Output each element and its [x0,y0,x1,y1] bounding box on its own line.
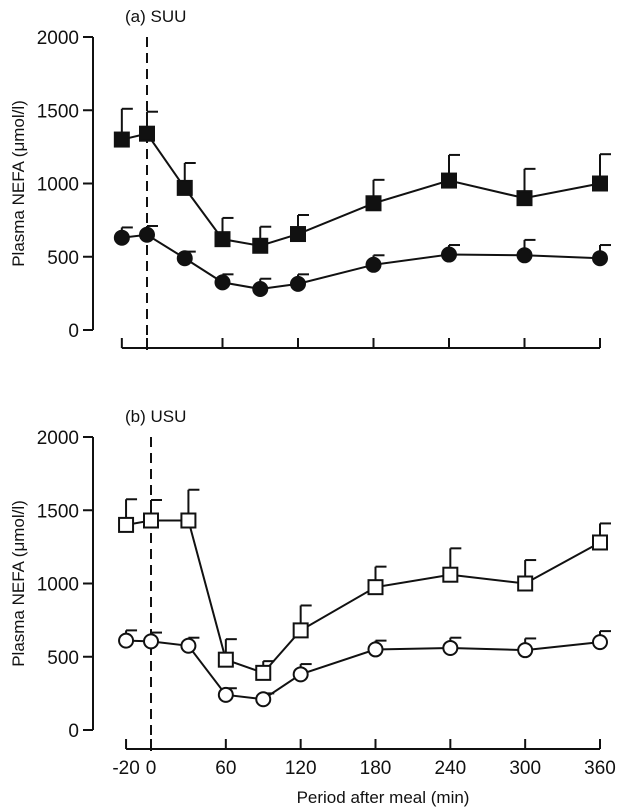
panel-a-chart: 0 500 1000 1500 2000 Plasma NEFA (μmol/l) (a) … [9,7,611,350]
panel-b-series-2-point [217,686,234,703]
panel-b-series-2-point [517,642,534,659]
panel-a-y-tick-label: 0 [68,321,79,342]
panel-b-x-tick-label: 240 [434,758,466,779]
panel-b-x-tick-label: 300 [509,758,541,779]
panel-a-series-1-point [290,226,306,243]
panel-b-chart: 0 500 1000 1500 2000 Plasma NEFA (μmol/l) -20 0… [9,407,616,807]
panel-b-y-axis-title: Plasma NEFA (μmol/l) [9,500,28,667]
panel-b-x-tick-label: 180 [360,758,392,779]
panel-b-y-tick-label: 0 [68,721,79,742]
panel-a-series-1-point [252,237,269,254]
panel-b-y-tick-label: 2000 [37,428,79,449]
panel-a-y-tick-label: 2000 [37,28,79,49]
panel-b-x-tick-label: -20 [112,758,139,779]
panel-b-series-2-point [367,641,384,658]
panel-b-series-2-point [592,634,608,651]
panel-a-series-1-line [121,132,601,247]
panel-a-series-2-point [441,246,457,263]
panel-a-series-1-point [516,190,533,207]
panel-a-series-1-point [365,195,382,212]
panel-a-series-1-point [592,175,608,192]
panel-b-x-tick-label: 360 [584,758,616,779]
panel-b-series-1-point [255,664,272,681]
panel-a-series-1-point [176,179,193,196]
panel-a-series-2-point [290,275,306,292]
panel-b-series-1-point [217,651,234,668]
panel-b-series-1-line [125,519,601,675]
panel-a-series-1-point [214,231,231,248]
panel-b-x-tick-label: 120 [285,758,317,779]
panel-b-y-tick-label: 1500 [37,501,79,522]
panel-b-y-tick-label: 1000 [37,575,79,596]
panel-b-series-2-point [292,666,309,683]
panel-a-series-2-point [176,250,193,267]
panel-b-series-2-point [442,639,459,656]
panel-b-series-2-line [126,639,601,701]
panel-b-y-tick-label: 500 [47,648,79,669]
panel-a-series-2-point [516,247,533,264]
panel-a-series-1-point [113,131,130,148]
panel-b-series-1-point [517,575,534,592]
panel-b-series-2-point [255,691,272,708]
panel-a-series-1-point [441,172,457,189]
panel-b-series-1-point [292,622,309,639]
panel-b-x-axis-title: Period after meal (min) [297,788,470,807]
panel-b-series-2-point [143,633,159,650]
panel-b-series-2-point [180,637,197,654]
panel-b-series-1-point [143,512,159,529]
panel-a-series-2-point [252,280,269,297]
panel-a-series-1-point [139,125,155,142]
panel-a-y-tick-label: 1000 [37,175,79,196]
panel-a-series-2-line [121,233,601,290]
panel-b-series-1-point [367,579,384,596]
panel-a-series-2-point [592,250,608,267]
panel-a-series-2-point [139,226,155,243]
panel-a-series-2-point [214,274,231,291]
panel-a-series-2-point [365,256,382,273]
panel-a-y-axis-title: Plasma NEFA (μmol/l) [9,100,28,267]
panel-b-series-1-point [180,512,197,529]
panel-a-y-tick-label: 500 [47,248,79,269]
panel-b-series-1-point [118,516,135,533]
panel-a-series-2-point [113,229,130,246]
panel-b-series-2-point [118,632,135,649]
panel-b-series-1-point [442,566,459,583]
panel-a-y-tick-label: 1500 [37,101,79,122]
panel-b-x-tick-label: 0 [146,758,157,779]
panel-b-panel-label: (b) USU [125,407,186,426]
panel-b-series-1-point [592,534,608,551]
panel-b-x-tick-label: 60 [215,758,236,779]
panel-a-panel-label: (a) SUU [125,7,186,26]
